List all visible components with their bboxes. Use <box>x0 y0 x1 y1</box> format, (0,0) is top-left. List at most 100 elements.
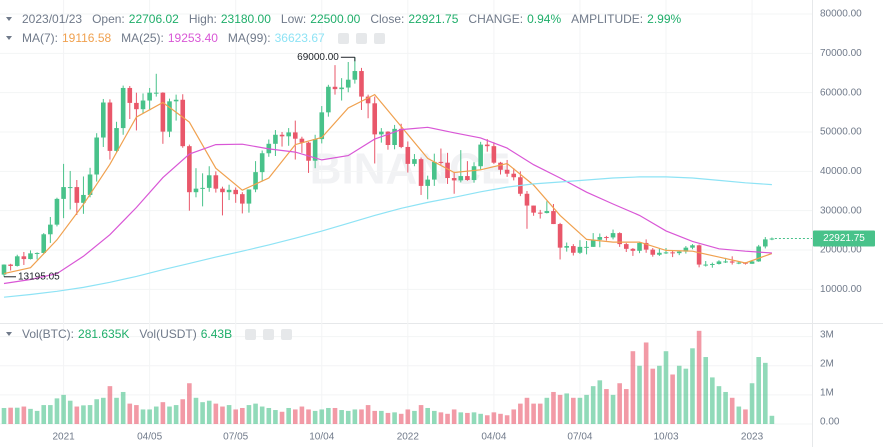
field-value: 22921.75 <box>408 12 459 26</box>
candle-body <box>584 246 589 248</box>
volume-bar <box>213 403 219 424</box>
legend-value: 19253.40 <box>167 31 218 45</box>
x-tick-label: 2022 <box>397 432 420 443</box>
candle-body <box>312 139 318 161</box>
candle-body <box>279 134 285 137</box>
candle-body <box>544 211 550 214</box>
candle-body <box>345 79 351 88</box>
volume-legend: Vol(BTC): 281.635K Vol(USDT) 6.43B <box>22 327 293 341</box>
volume-bar <box>114 397 119 424</box>
candle-body <box>405 146 411 164</box>
candle-body <box>690 245 695 248</box>
volume-bar <box>74 406 80 424</box>
ma-line <box>3 93 773 275</box>
y-tick-label: 50000.00 <box>820 127 862 138</box>
candle-body <box>623 244 629 249</box>
volume-bar <box>67 400 73 424</box>
candle-body <box>147 92 152 101</box>
candle-body <box>120 87 126 129</box>
volume-bar <box>471 412 477 424</box>
volume-bar <box>94 399 99 424</box>
candle-body <box>551 211 556 225</box>
candle-body <box>564 246 569 248</box>
candle-body <box>571 246 576 253</box>
collapse-icon[interactable] <box>6 36 12 40</box>
field-value: 0.94% <box>527 12 562 26</box>
x-tick-label: 04/05 <box>137 432 162 443</box>
candle-body <box>352 71 358 80</box>
candle-body <box>28 253 33 260</box>
volume-bar <box>690 348 695 424</box>
collapse-icon[interactable] <box>6 332 12 336</box>
icon-button[interactable] <box>263 328 275 340</box>
candle-body <box>292 132 298 139</box>
candle-body <box>326 86 331 113</box>
volume-bar <box>491 412 497 424</box>
candle-body <box>8 264 13 266</box>
candle-body <box>557 224 563 248</box>
candle-body <box>273 134 278 144</box>
volume-bar <box>392 412 397 424</box>
candle-body <box>14 256 20 266</box>
icon-button[interactable] <box>337 32 349 44</box>
candle-body <box>657 252 662 255</box>
volume-bar <box>663 351 669 424</box>
candle-body <box>663 252 669 254</box>
volume-bar <box>696 330 702 424</box>
last-price-label: 22921.75 <box>823 233 865 244</box>
collapse-icon[interactable] <box>6 17 12 21</box>
candle-body <box>630 248 636 251</box>
volume-bar <box>14 407 20 424</box>
icon-button[interactable] <box>245 328 257 340</box>
volume-bar <box>226 405 232 424</box>
candle-body <box>206 175 212 188</box>
candle-body <box>577 246 583 253</box>
candle-body <box>286 132 291 137</box>
candle-body <box>703 264 709 266</box>
volume-bar <box>557 394 563 424</box>
candle-body <box>200 187 205 189</box>
candle-body <box>617 233 622 245</box>
volume-bar <box>372 410 378 424</box>
candle-body <box>604 237 609 239</box>
legend-label: MA(25): <box>121 31 164 45</box>
y-tick-label: 2M <box>820 358 834 369</box>
candle-body <box>736 262 742 264</box>
candle-body <box>246 189 252 204</box>
candle-body <box>412 159 417 164</box>
volume-bar <box>385 412 391 424</box>
volume-bar <box>160 402 166 424</box>
volume-bar <box>498 413 503 424</box>
candle-body <box>253 172 258 190</box>
candle-body <box>729 261 735 263</box>
volume-bar <box>723 391 728 424</box>
y-tick-label: 80000.00 <box>820 9 862 20</box>
candle-body <box>299 138 305 143</box>
candle-body <box>114 128 119 151</box>
volume-bar <box>332 407 338 424</box>
y-tick-label: 20000.00 <box>820 245 862 256</box>
ma-line <box>3 126 772 285</box>
legend-label: MA(99): <box>227 31 271 45</box>
volume-bar <box>259 406 265 424</box>
volume-bar <box>604 389 609 424</box>
volume-bar <box>48 405 53 424</box>
candle-body <box>48 224 53 235</box>
volume-bar <box>200 402 205 424</box>
x-tick-label: 2023 <box>741 432 764 443</box>
volume-bar <box>465 412 470 424</box>
candle-body <box>332 86 338 90</box>
volume-bar <box>590 386 596 424</box>
x-tick-label: 07/05 <box>223 432 248 443</box>
candle-body <box>484 144 490 147</box>
candle-body <box>81 194 86 203</box>
icon-button[interactable] <box>281 328 293 340</box>
icon-button[interactable] <box>373 32 385 44</box>
field-label: Low: <box>280 12 307 26</box>
candle-body <box>471 166 477 180</box>
volume-bar <box>1 407 7 424</box>
candle-body <box>134 102 139 110</box>
icon-button[interactable] <box>355 32 367 44</box>
candle-body <box>173 99 179 102</box>
